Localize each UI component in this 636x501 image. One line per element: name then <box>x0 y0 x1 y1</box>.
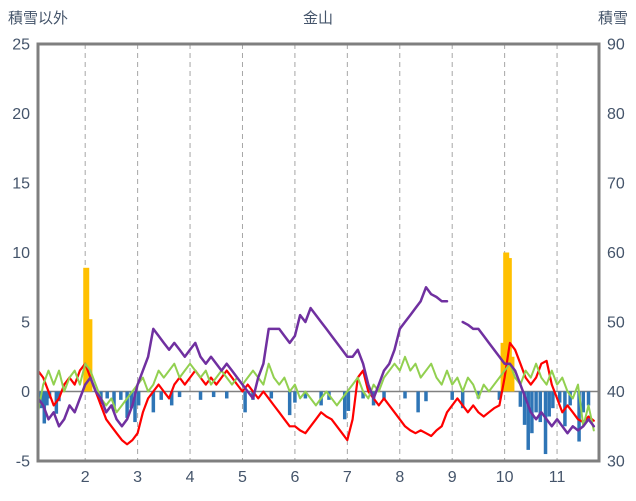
blue-bars <box>361 391 365 399</box>
blue-bars <box>577 391 581 442</box>
blue-bars <box>293 391 297 403</box>
y-tick-label-left: 25 <box>12 37 30 54</box>
blue-bars <box>119 391 123 400</box>
blue-bars <box>287 391 292 416</box>
blue-bars <box>151 391 156 413</box>
red-line <box>38 341 595 446</box>
blue-bars <box>45 391 49 406</box>
blue-bars <box>450 391 454 400</box>
x-tick-label: 10 <box>496 469 514 486</box>
blue-bars <box>303 391 308 399</box>
left-axis-label: 積雪以外 <box>8 10 69 27</box>
blue-bars <box>568 391 572 406</box>
orange-bars <box>508 356 515 392</box>
blue-bars <box>543 391 548 455</box>
y-tick-label-right: 60 <box>607 245 625 262</box>
blue-bars <box>346 391 351 411</box>
orange-bars <box>83 267 90 392</box>
blue-bars <box>243 391 247 413</box>
blue-bars <box>169 391 174 406</box>
blue-bars <box>526 391 530 450</box>
y-tick-label-left: -5 <box>16 454 30 471</box>
blue-bars <box>382 391 386 400</box>
y-tick-label-left: 0 <box>21 384 30 401</box>
blue-bars <box>522 391 527 425</box>
blue-bars <box>136 391 141 406</box>
y-tick-label-right: 90 <box>607 37 625 54</box>
blue-bars <box>586 391 591 406</box>
x-tick-label: 4 <box>186 469 195 486</box>
x-tick-label: 7 <box>343 469 352 486</box>
blue-bars <box>518 391 523 407</box>
blue-bars <box>198 391 203 400</box>
blue-bars <box>416 391 420 413</box>
y-tick-label-right: 30 <box>607 454 625 471</box>
y-tick-label-right: 80 <box>607 106 625 123</box>
y-tick-label-right: 50 <box>607 315 625 332</box>
blue-bars <box>112 391 116 411</box>
orange-bars <box>505 258 512 392</box>
right-axis-label: 積雪 <box>597 10 628 27</box>
blue-bars <box>39 391 44 409</box>
blue-bars <box>476 391 481 399</box>
blue-bars <box>269 391 274 399</box>
x-tick-label: 2 <box>81 469 90 486</box>
x-tick-label: 3 <box>133 469 142 486</box>
blue-bars <box>133 391 137 423</box>
blue-bars <box>125 391 129 418</box>
blue-bars <box>159 391 163 400</box>
x-tick-label: 6 <box>290 469 299 486</box>
x-tick-label: 9 <box>448 469 457 486</box>
blue-bars <box>342 391 347 420</box>
green-line <box>38 355 595 432</box>
blue-bars <box>211 391 216 398</box>
plot-frame <box>36 42 601 463</box>
blue-bars <box>460 391 465 409</box>
blue-bars <box>557 391 562 403</box>
chart-title: 金山 <box>302 10 333 27</box>
y-tick-label-left: 10 <box>12 245 30 262</box>
x-tick-label: 11 <box>549 469 566 486</box>
blue-bars <box>224 391 229 399</box>
x-tick-label: 5 <box>238 469 247 486</box>
blue-bars <box>177 391 182 398</box>
blue-bars <box>403 391 407 399</box>
blue-bars <box>538 391 543 423</box>
y-tick-label-left: 20 <box>12 106 30 123</box>
orange-bars <box>86 319 93 392</box>
y-tick-label-right: 70 <box>607 176 625 193</box>
y-tick-label-left: 5 <box>21 315 30 332</box>
x-tick-label: 8 <box>395 469 404 486</box>
blue-bars <box>551 391 555 409</box>
blue-bars <box>105 391 109 399</box>
y-tick-label-right: 40 <box>607 384 625 401</box>
blue-bars <box>424 391 428 402</box>
purple-line <box>38 286 596 435</box>
blue-bars <box>534 391 538 413</box>
blue-bars <box>129 391 134 409</box>
blue-bars <box>497 391 502 400</box>
blue-bars <box>547 391 551 417</box>
y-tick-label-left: 15 <box>12 176 30 193</box>
blue-bars <box>581 391 586 413</box>
